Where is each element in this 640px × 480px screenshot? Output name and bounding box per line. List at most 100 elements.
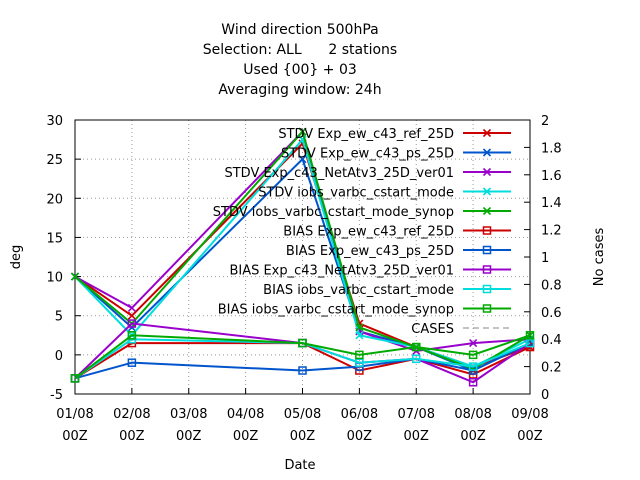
x-tick-label-hour: 00Z bbox=[517, 429, 543, 444]
legend-label: BIAS Exp_c43_NetAtv3_25D_ver01 bbox=[229, 264, 454, 279]
legend-marker bbox=[482, 265, 492, 274]
y2-tick-label: 0 bbox=[541, 388, 549, 403]
data-point bbox=[70, 272, 80, 281]
data-point bbox=[525, 338, 535, 348]
x-tick-label-hour: 00Z bbox=[176, 429, 202, 444]
legend-entry-8: BIAS Exp_c43_NetAtv3_25D_ver01 bbox=[229, 264, 511, 279]
legend-entry-3: STDV Exp_c43_NetAtv3_25D_ver01 bbox=[224, 166, 511, 181]
legend-entry-10: BIAS iobs_varbc_cstart_mode_synop bbox=[218, 303, 511, 318]
marker-stroke bbox=[127, 303, 136, 312]
legend-label: BIAS Exp_ew_c43_ref_25D bbox=[283, 225, 454, 240]
y-tick-label: 30 bbox=[46, 114, 63, 129]
y-tick-label: 15 bbox=[46, 231, 63, 246]
legend-label: STDV Exp_ew_c43_ps_25D bbox=[281, 147, 454, 162]
legend-label: STDV Exp_ew_c43_ref_25D bbox=[278, 127, 454, 142]
legend-entry-1: STDV Exp_ew_c43_ref_25D bbox=[278, 127, 511, 142]
y2-axis-label: No cases bbox=[592, 228, 607, 287]
y2-tick-label: 1.2 bbox=[541, 224, 562, 239]
data-point bbox=[525, 331, 535, 340]
x-tick-label-date: 02/08 bbox=[113, 407, 150, 422]
x-tick-label-hour: 00Z bbox=[404, 429, 430, 444]
data-point bbox=[468, 378, 478, 387]
x-tick-label-hour: 00Z bbox=[347, 429, 373, 444]
legend-marker bbox=[482, 148, 492, 157]
x-tick-label-hour: 00Z bbox=[119, 429, 145, 444]
data-point bbox=[468, 350, 478, 360]
data-point bbox=[469, 339, 478, 348]
title-line-3: Used {00} + 03 bbox=[243, 62, 357, 78]
legend-entry-2: STDV Exp_ew_c43_ps_25D bbox=[281, 147, 511, 162]
data-point bbox=[127, 358, 137, 367]
data-point bbox=[468, 362, 478, 371]
x-tick-label-date: 01/08 bbox=[56, 407, 93, 422]
x-tick-label-hour: 00Z bbox=[460, 429, 486, 444]
marker-stroke bbox=[469, 339, 478, 348]
y-tick-label: 5 bbox=[55, 310, 63, 325]
marker-stroke bbox=[298, 155, 307, 164]
y2-tick-label: 1.8 bbox=[541, 141, 562, 156]
x-tick-label-hour: 00Z bbox=[233, 429, 259, 444]
legend-label: STDV Exp_c43_NetAtv3_25D_ver01 bbox=[224, 166, 454, 181]
y2-tick-label: 1.6 bbox=[541, 169, 562, 184]
legend-marker bbox=[482, 304, 492, 313]
legend-entry-6: BIAS Exp_ew_c43_ref_25D bbox=[283, 225, 511, 240]
marker-stroke bbox=[298, 127, 307, 136]
marker-stroke bbox=[482, 206, 492, 216]
data-point bbox=[355, 358, 364, 367]
x-tick-label-date: 09/08 bbox=[511, 407, 548, 422]
data-point bbox=[412, 354, 421, 364]
plot-frame bbox=[74, 119, 531, 395]
series-line bbox=[74, 334, 531, 380]
marker-stroke bbox=[482, 167, 492, 177]
series-10 bbox=[70, 331, 535, 383]
legend-entry-11: CASES bbox=[411, 322, 511, 337]
x-tick-label-date: 05/08 bbox=[284, 407, 321, 422]
legend-marker bbox=[482, 206, 492, 216]
legend-marker bbox=[482, 245, 492, 255]
y-tick-label: 20 bbox=[46, 192, 63, 207]
legend-marker bbox=[482, 226, 492, 235]
data-point bbox=[355, 350, 364, 360]
data-point bbox=[127, 319, 137, 328]
data-point bbox=[412, 342, 421, 352]
data-point bbox=[298, 155, 307, 164]
legend-marker bbox=[482, 187, 492, 196]
axes: -5 0 5 10 15 20 25 30 0 0.2 0.4 0.6 0.8 1 1.2 1.4 1.6 1.8… bbox=[46, 114, 561, 444]
x-tick-label-date: 08/08 bbox=[454, 407, 491, 422]
legend-label: CASES bbox=[411, 322, 454, 337]
marker-stroke bbox=[482, 128, 492, 138]
y-axis-label: deg bbox=[9, 245, 24, 270]
x-tick-label-hour: 00Z bbox=[290, 429, 316, 444]
data-point bbox=[355, 331, 364, 340]
x-tick-label-hour: 00Z bbox=[62, 429, 88, 444]
x-tick-label-date: 06/08 bbox=[341, 407, 378, 422]
legend-entry-7: BIAS Exp_ew_c43_ps_25D bbox=[286, 244, 511, 259]
chart-title: Wind direction 500hPa Selection: ALL 2 s… bbox=[203, 22, 397, 98]
legend-label: STDV iobs_varbc_cstart_mode bbox=[258, 186, 454, 201]
legend-label: STDV iobs_varbc_cstart_mode_synop bbox=[213, 205, 454, 220]
series-layer bbox=[70, 127, 535, 387]
x-axis-label: Date bbox=[284, 458, 315, 473]
y2-tick-label: 0.8 bbox=[541, 278, 562, 293]
legend: STDV Exp_ew_c43_ref_25D STDV Exp_ew_c43_p… bbox=[213, 127, 511, 337]
data-point bbox=[127, 331, 137, 340]
legend-label: BIAS iobs_varbc_cstart_mode bbox=[263, 283, 454, 298]
y2-tick-label: 1 bbox=[541, 251, 549, 266]
y2-tick-label: 0.4 bbox=[541, 333, 562, 348]
marker-stroke bbox=[355, 323, 364, 332]
x-tick-label-date: 07/08 bbox=[398, 407, 435, 422]
legend-entry-5: STDV iobs_varbc_cstart_mode_synop bbox=[213, 205, 511, 220]
marker-stroke bbox=[355, 331, 364, 340]
y-tick-label: 10 bbox=[46, 271, 63, 286]
data-point bbox=[70, 374, 80, 383]
y-tick-label: 25 bbox=[46, 153, 63, 168]
marker-stroke bbox=[70, 272, 80, 281]
y2-tick-label: 0.2 bbox=[541, 361, 562, 376]
y2-tick-label: 0.6 bbox=[541, 306, 562, 321]
legend-label: BIAS Exp_ew_c43_ps_25D bbox=[286, 244, 454, 259]
marker-stroke bbox=[482, 187, 492, 196]
marker-stroke bbox=[482, 148, 492, 157]
legend-marker bbox=[482, 128, 492, 138]
x-tick-label-date: 04/08 bbox=[227, 407, 264, 422]
